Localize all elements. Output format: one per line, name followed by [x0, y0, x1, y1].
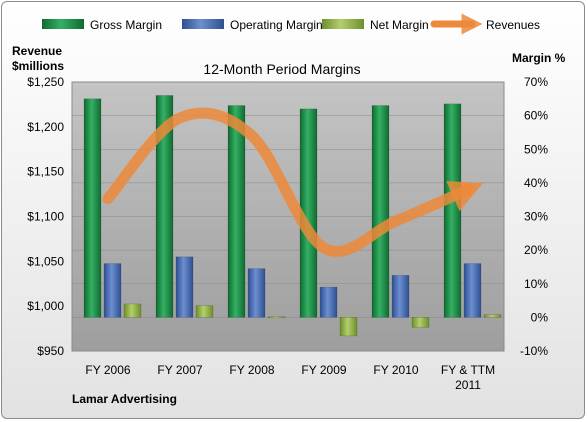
bar-gross-margin [443, 103, 462, 318]
y-right-tick-label: 10% [524, 277, 548, 291]
legend-label-gross-margin: Gross Margin [90, 18, 162, 32]
chart-title: 12-Month Period Margins [203, 61, 360, 77]
y-left-label-line2: $millions [12, 59, 64, 73]
legend: Gross Margin Operating Margin Net Margin… [42, 13, 540, 35]
x-tick-label: FY 2008 [229, 363, 274, 377]
y-right-tick-label: 20% [524, 243, 548, 257]
legend-label-operating-margin: Operating Margin [230, 18, 323, 32]
y-right-ticks: 70% 60% 50% 40% 30% 20% 10% 0% -10% [520, 75, 548, 358]
x-tick-label: FY 2007 [157, 363, 202, 377]
y-right-tick-label: 30% [524, 210, 548, 224]
bar-operating-margin [391, 275, 410, 318]
x-tick-label: FY 2010 [373, 363, 418, 377]
y-right-tick-label: 40% [524, 176, 548, 190]
legend-swatch-net-margin [322, 19, 364, 29]
y-left-tick-label: $1,000 [27, 299, 64, 313]
bar-net-margin [267, 316, 286, 319]
legend-label-net-margin: Net Margin [370, 18, 429, 32]
gridlines [72, 81, 504, 352]
bar-net-margin [123, 303, 142, 318]
bar-operating-margin [175, 256, 194, 318]
bar-net-margin [195, 305, 214, 318]
legend-label-revenues: Revenues [486, 18, 540, 32]
y-left-tick-label: $950 [37, 344, 64, 358]
x-tick-label: FY 2009 [301, 363, 346, 377]
bar-net-margin [411, 317, 430, 328]
y-right-tick-label: 0% [531, 310, 549, 324]
bar-operating-margin [463, 263, 482, 318]
chart-svg: Gross Margin Operating Margin Net Margin… [12, 13, 566, 406]
x-tick-label: FY 2006 [85, 363, 130, 377]
y-right-label: Margin % [512, 51, 566, 65]
company-name: Lamar Advertising [72, 392, 177, 406]
bar-net-margin [339, 317, 358, 337]
bar-operating-margin [247, 268, 266, 318]
x-tick-label: 2011 [455, 378, 481, 392]
legend-swatch-gross-margin [42, 19, 84, 29]
y-left-tick-label: $1,250 [27, 75, 64, 89]
x-axis-labels: FY 2006 FY 2007 FY 2008 FY 2009 FY 2010 FY & … [85, 363, 495, 392]
bar-gross-margin [227, 105, 246, 318]
y-right-tick-label: 60% [524, 109, 548, 123]
y-left-label-line1: Revenue [12, 44, 62, 58]
revenue-line [102, 107, 484, 257]
y-left-tick-label: $1,150 [27, 165, 64, 179]
y-right-tick-label: 50% [524, 142, 548, 156]
x-tick-label: FY & TTM [441, 363, 495, 377]
bar-net-margin [483, 314, 502, 318]
bar-gross-margin [83, 98, 102, 318]
y-right-tick-label: -10% [520, 344, 548, 358]
y-right-tick-label: 70% [524, 75, 548, 89]
y-left-ticks: $1,250 $1,200 $1,150 $1,100 $1,050 $1,000 $950 [27, 75, 64, 358]
bar-operating-margin [103, 263, 122, 318]
revenue-line-path [102, 107, 484, 257]
y-left-tick-label: $1,100 [27, 210, 64, 224]
bar-gross-margin [155, 95, 174, 318]
bar-gross-margin [371, 105, 390, 318]
legend-swatch-operating-margin [182, 19, 224, 29]
bar-operating-margin [319, 286, 338, 318]
y-left-tick-label: $1,200 [27, 120, 64, 134]
y-left-tick-label: $1,050 [27, 254, 64, 268]
